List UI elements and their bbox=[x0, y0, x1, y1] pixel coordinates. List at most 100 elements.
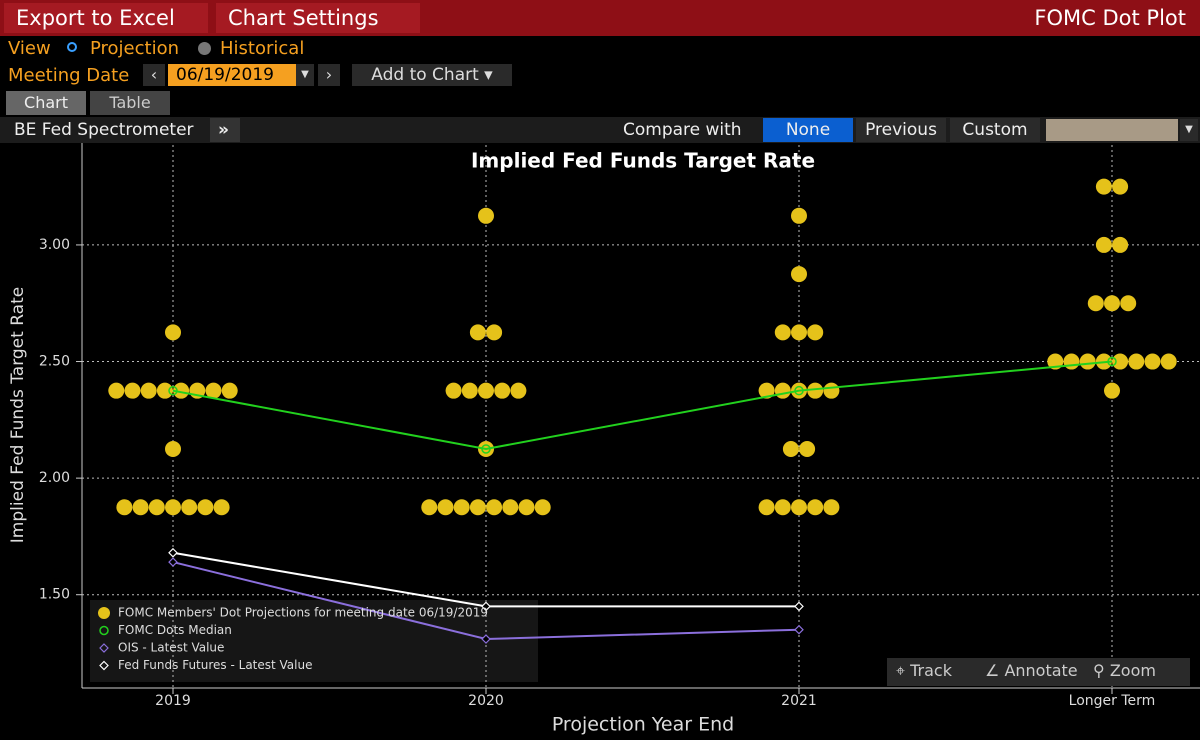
dot bbox=[494, 382, 511, 399]
legend-marker bbox=[99, 625, 109, 636]
dot bbox=[148, 499, 165, 516]
dot bbox=[518, 499, 535, 516]
dot bbox=[807, 382, 824, 399]
dot bbox=[165, 499, 181, 516]
legend-marker bbox=[98, 607, 110, 619]
view-option[interactable]: Historical bbox=[220, 38, 305, 59]
point-marker bbox=[168, 547, 178, 558]
dot bbox=[758, 382, 775, 399]
date-field[interactable]: 06/19/2019 bbox=[168, 64, 296, 86]
point-marker bbox=[168, 557, 178, 567]
dot bbox=[758, 499, 775, 516]
tab-active[interactable]: Chart bbox=[6, 91, 86, 115]
add-to-chart[interactable]: Add to Chart ▾ bbox=[352, 64, 512, 86]
dot bbox=[1104, 295, 1120, 312]
dot bbox=[486, 499, 503, 516]
next-date[interactable]: › bbox=[318, 64, 340, 86]
compare-option-selected[interactable]: None bbox=[763, 118, 853, 142]
tool-label: Zoom bbox=[1109, 661, 1156, 680]
dot bbox=[213, 499, 230, 516]
dot bbox=[132, 499, 149, 516]
dot bbox=[221, 382, 238, 399]
compare-label: Compare with bbox=[623, 120, 742, 140]
dot bbox=[823, 499, 840, 516]
prev-date[interactable]: ‹ bbox=[143, 64, 165, 86]
dot bbox=[791, 499, 807, 516]
dot bbox=[469, 324, 486, 341]
source-name: BE Fed Spectrometer bbox=[14, 120, 194, 140]
x-tick-label: 2021 bbox=[781, 693, 817, 709]
dot bbox=[165, 440, 181, 457]
legend-label: FOMC Members' Dot Projections for meetin… bbox=[118, 606, 488, 620]
expand-button[interactable]: » bbox=[210, 118, 240, 142]
dot bbox=[807, 324, 824, 341]
dot bbox=[1095, 178, 1112, 195]
y-axis-label: Implied Fed Funds Target Rate bbox=[8, 287, 28, 543]
dot bbox=[1144, 353, 1161, 370]
dot bbox=[437, 499, 454, 516]
legend-label: FOMC Dots Median bbox=[118, 623, 232, 637]
legend-box bbox=[90, 600, 538, 682]
radio-selected[interactable] bbox=[67, 42, 77, 52]
legend-marker bbox=[99, 643, 109, 653]
x-axis-label: Projection Year End bbox=[552, 714, 734, 736]
dot bbox=[791, 266, 807, 283]
dot bbox=[197, 499, 214, 516]
dot bbox=[469, 499, 486, 516]
dot bbox=[1112, 236, 1129, 253]
dot bbox=[774, 499, 791, 516]
compare-option[interactable]: Previous bbox=[856, 118, 946, 142]
point-marker bbox=[794, 601, 804, 612]
radio[interactable] bbox=[198, 42, 211, 55]
compare-option[interactable]: Custom bbox=[950, 118, 1040, 142]
dot bbox=[140, 382, 157, 399]
view-option[interactable]: Projection bbox=[90, 38, 180, 59]
annotate-tool[interactable]: ∠ Annotate bbox=[985, 661, 1078, 680]
dot bbox=[534, 499, 551, 516]
dot bbox=[124, 382, 141, 399]
dot bbox=[1112, 178, 1129, 195]
dot bbox=[1112, 353, 1129, 370]
dot bbox=[510, 382, 527, 399]
dot bbox=[1120, 295, 1137, 312]
date-dropdown[interactable]: ▼ bbox=[296, 64, 314, 86]
point-marker bbox=[481, 444, 491, 454]
x-tick-label: 2019 bbox=[155, 693, 191, 709]
settings-button[interactable]: Chart Settings bbox=[216, 3, 420, 33]
dot bbox=[173, 382, 190, 399]
dot bbox=[791, 324, 807, 341]
y-tick-label: 3.00 bbox=[39, 237, 70, 253]
export-button[interactable]: Export to Excel bbox=[4, 3, 208, 33]
dot bbox=[1087, 295, 1104, 312]
zoom-tool[interactable]: ⚲ Zoom bbox=[1093, 661, 1156, 680]
legend-label: OIS - Latest Value bbox=[118, 641, 224, 655]
dot bbox=[807, 499, 824, 516]
dot bbox=[1095, 236, 1112, 253]
point-marker bbox=[168, 385, 178, 396]
custom-dropdown[interactable]: ▼ bbox=[1180, 119, 1198, 141]
point-marker bbox=[1107, 356, 1117, 367]
add-to-chart-text: Add to Chart bbox=[371, 65, 479, 85]
dot bbox=[1063, 353, 1080, 370]
legend-marker bbox=[99, 660, 109, 671]
view-label: View bbox=[8, 38, 51, 59]
dot bbox=[1104, 382, 1120, 399]
point-marker bbox=[481, 601, 491, 612]
dot bbox=[823, 382, 840, 399]
chart-tools bbox=[887, 658, 1190, 686]
window-title: FOMC Dot Plot bbox=[1034, 6, 1186, 30]
dot bbox=[774, 324, 791, 341]
dot bbox=[205, 382, 222, 399]
dot bbox=[421, 499, 438, 516]
x-tick-label: Longer Term bbox=[1069, 693, 1156, 709]
track-tool[interactable]: ⌖ Track bbox=[896, 661, 952, 680]
tool-label: Annotate bbox=[1004, 661, 1078, 680]
dot bbox=[478, 382, 494, 399]
tool-label: Track bbox=[910, 661, 952, 680]
dot bbox=[116, 499, 133, 516]
dot bbox=[453, 499, 470, 516]
tab[interactable]: Table bbox=[90, 91, 170, 115]
legend-label: Fed Funds Futures - Latest Value bbox=[118, 658, 312, 672]
custom-field[interactable] bbox=[1046, 119, 1178, 141]
